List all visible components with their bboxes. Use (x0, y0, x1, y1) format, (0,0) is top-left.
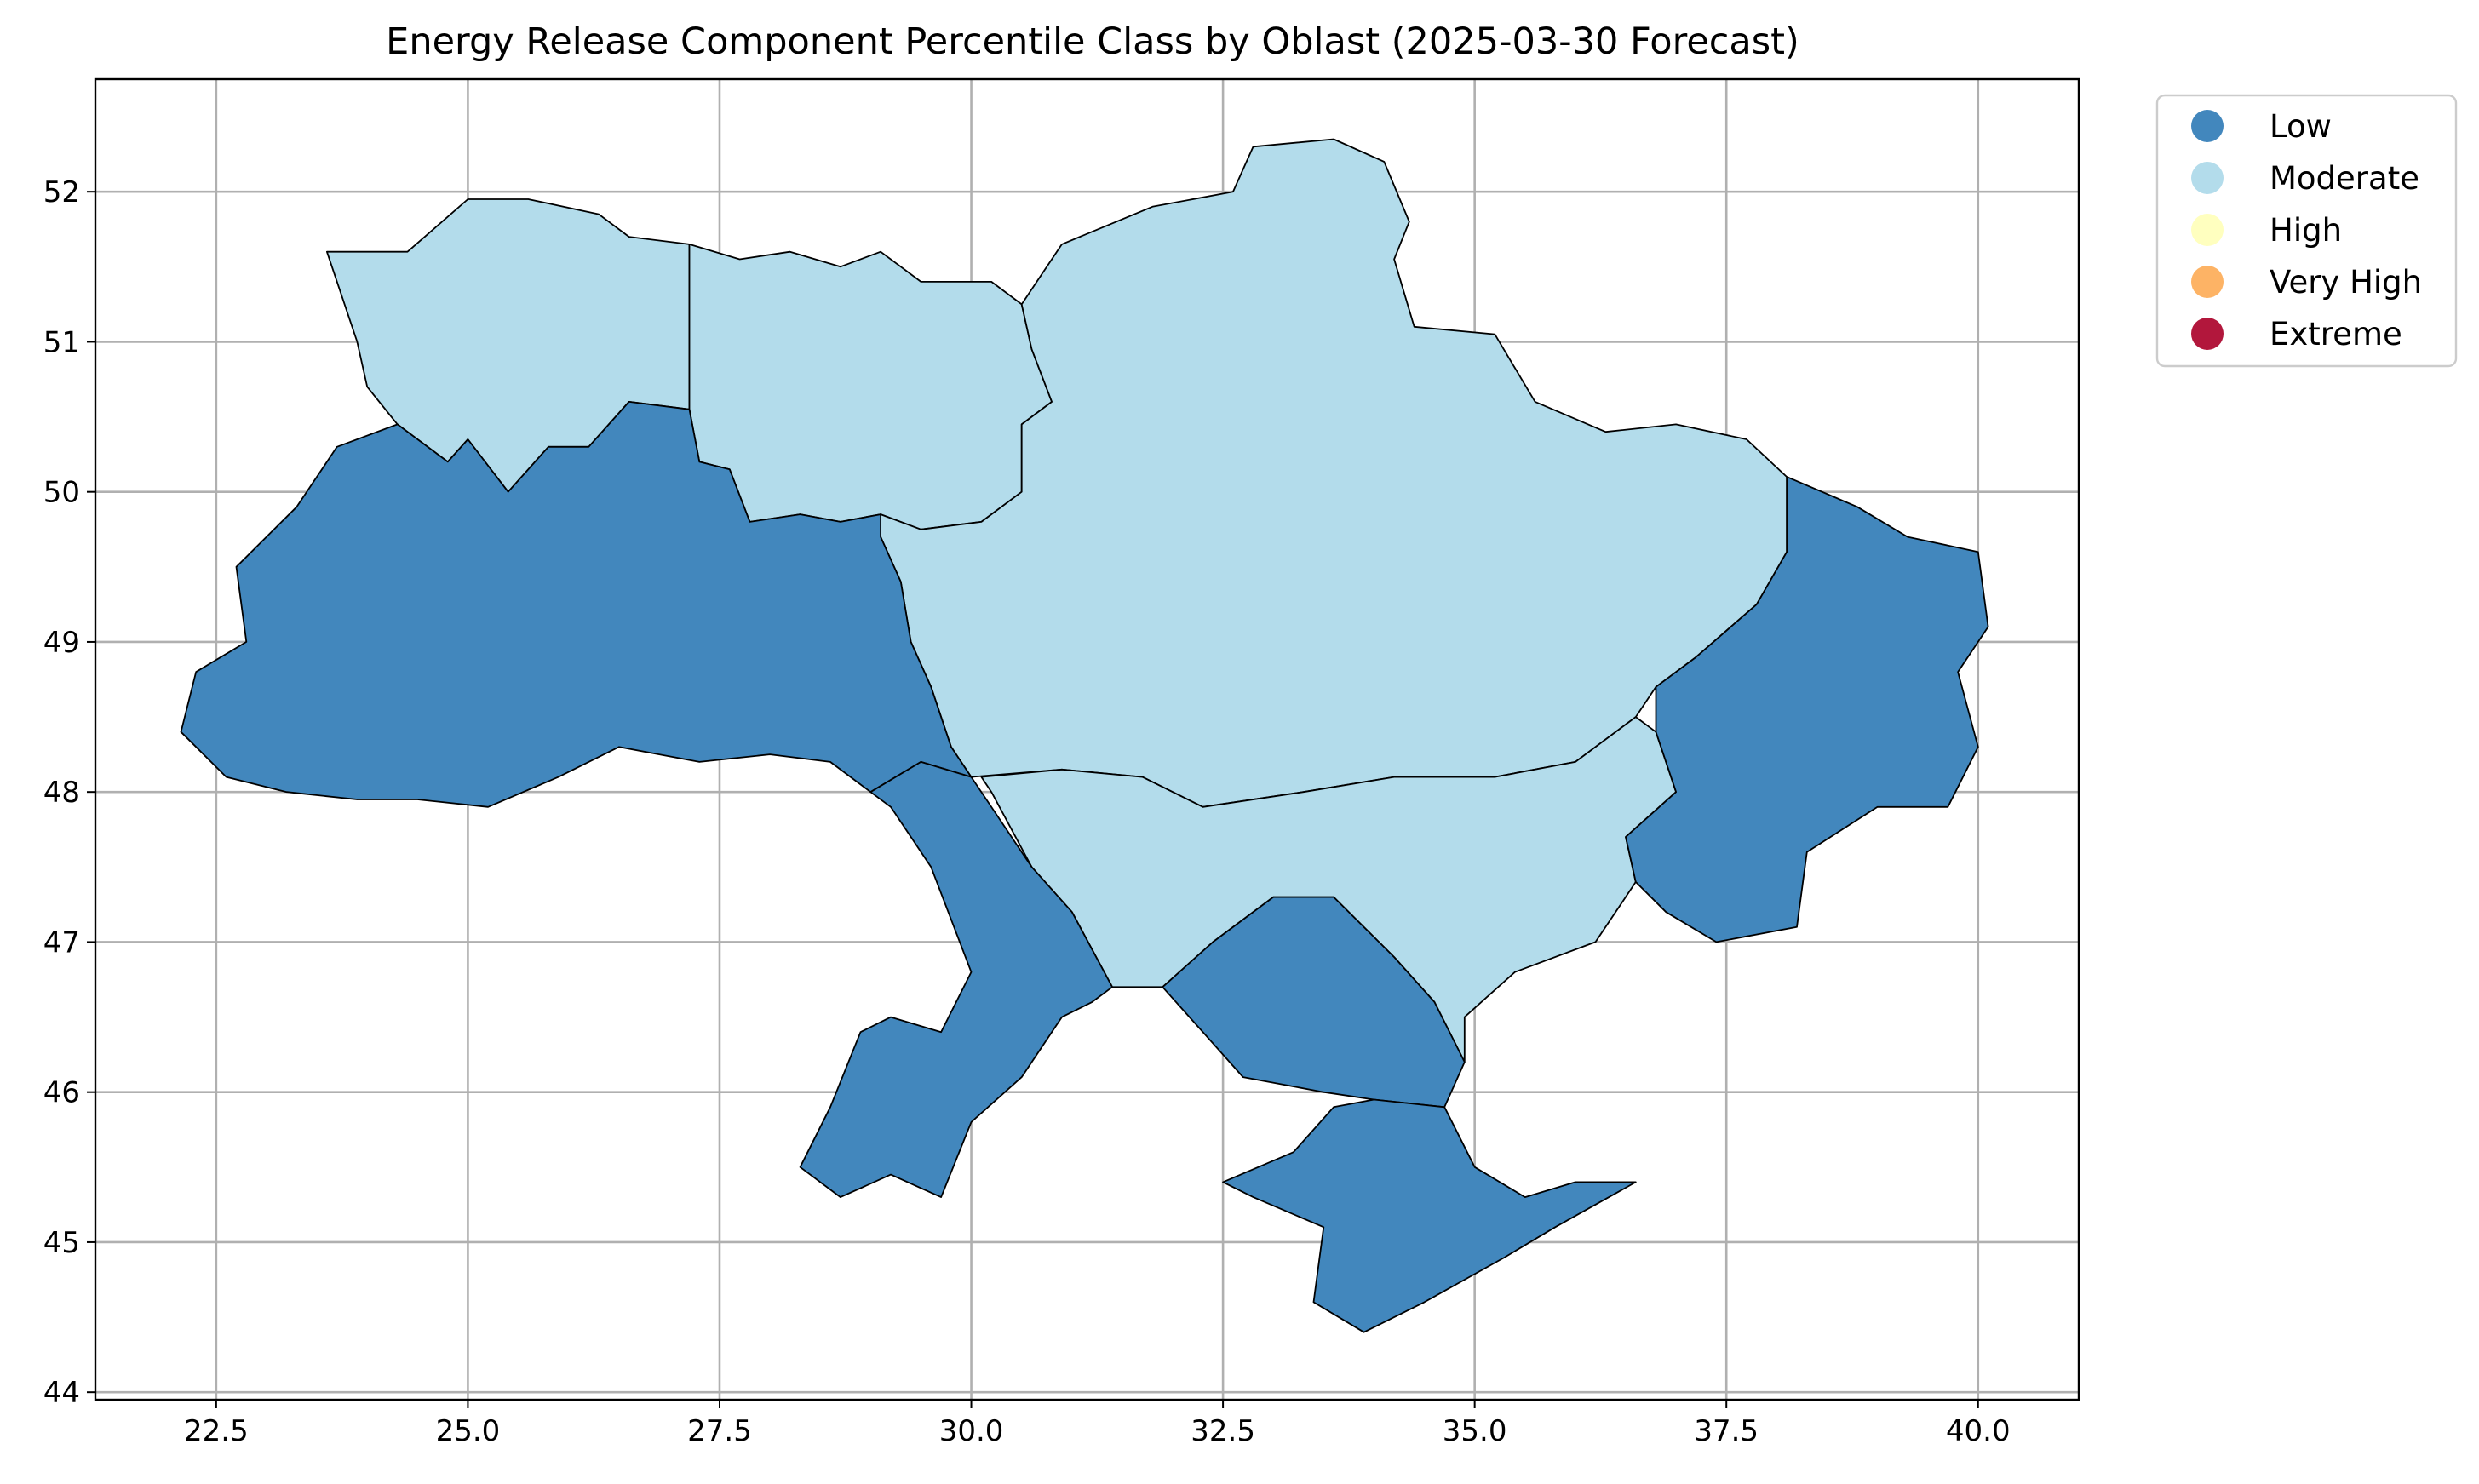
legend: Low Moderate High Very High Extreme (2155, 94, 2458, 368)
x-tick-label: 32.5 (1191, 1414, 1255, 1448)
x-tick-label: 27.5 (687, 1414, 752, 1448)
legend-marker (2191, 266, 2224, 298)
y-axis: 44 45 46 47 48 49 50 51 52 (43, 175, 95, 1410)
legend-items: Low Moderate High Very High Extreme (2191, 108, 2422, 352)
legend-label: Low (2270, 108, 2332, 145)
y-tick-label: 49 (43, 626, 80, 660)
x-axis: 22.5 25.0 27.5 30.0 32.5 35.0 37.5 40.0 (184, 1400, 2011, 1448)
legend-marker (2191, 162, 2224, 194)
oblast-region-4 (980, 716, 1677, 1063)
x-tick-label: 40.0 (1946, 1414, 2011, 1448)
y-tick-label: 52 (43, 175, 80, 209)
x-tick-label: 25.0 (436, 1414, 501, 1448)
legend-label: Extreme (2270, 316, 2402, 352)
y-tick-label: 45 (43, 1226, 80, 1260)
legend-marker (2191, 110, 2224, 142)
legend-marker (2191, 318, 2224, 350)
oblast-region-2 (688, 244, 1053, 530)
legend-box (2155, 94, 2458, 368)
x-tick-label: 37.5 (1694, 1414, 1759, 1448)
chart-title: Energy Release Component Percentile Clas… (386, 20, 1799, 63)
y-tick-label: 50 (43, 476, 80, 510)
y-tick-label: 48 (43, 776, 80, 810)
oblast-region-9 (1625, 476, 1989, 943)
y-tick-label: 47 (43, 925, 80, 960)
x-tick-label: 35.0 (1443, 1414, 1507, 1448)
map-regions (180, 138, 1989, 1333)
y-tick-label: 44 (43, 1376, 80, 1410)
legend-label: Very High (2270, 264, 2422, 301)
y-tick-label: 51 (43, 325, 80, 359)
plot-frame (94, 77, 2080, 1401)
x-tick-label: 30.0 (939, 1414, 1004, 1448)
oblast-region-6 (799, 761, 1113, 1198)
y-tick-label: 46 (43, 1076, 80, 1110)
oblast-region-8 (1222, 1098, 1637, 1333)
oblast-region-7 (1162, 896, 1466, 1109)
x-tick-label: 22.5 (184, 1414, 249, 1448)
legend-marker (2191, 214, 2224, 246)
legend-label: High (2270, 212, 2342, 249)
legend-label: Moderate (2270, 160, 2419, 197)
